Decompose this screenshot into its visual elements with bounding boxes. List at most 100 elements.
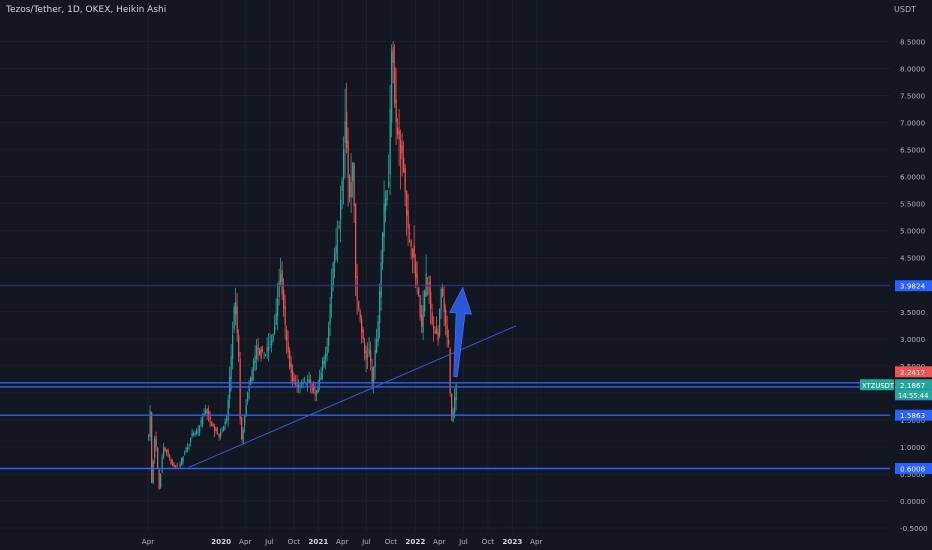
candle-body [317, 386, 319, 393]
symbol-tag-box [860, 379, 894, 391]
x-tick-label: Apr [142, 537, 154, 546]
y-tick-label: 8.5000 [900, 38, 926, 47]
candle-body [277, 299, 279, 316]
candle-body [434, 329, 436, 334]
candle-body [431, 312, 433, 324]
candle-body [316, 390, 318, 395]
candle-body [170, 459, 172, 464]
candle-body [250, 377, 252, 385]
candle-body [302, 383, 304, 385]
candle-body [451, 393, 453, 417]
candle-body [227, 400, 229, 421]
trendline-segment [188, 325, 517, 468]
x-tick-label: Jul [361, 537, 371, 546]
projection-arrow[interactable] [449, 286, 472, 378]
candle-body [371, 366, 373, 384]
candle-body [388, 182, 390, 186]
candle-body [392, 47, 394, 63]
candle-body [370, 350, 372, 363]
x-tick-label: Oct [482, 537, 495, 546]
candle-body [310, 380, 312, 384]
candle-body [352, 162, 354, 182]
candle-body [239, 358, 241, 419]
y-tick-label: 7.0000 [900, 119, 926, 128]
price-label-text: 2.2417 [900, 368, 925, 377]
candle-body [193, 433, 195, 436]
candle-body [346, 111, 348, 148]
candle-body [337, 240, 339, 242]
countdown-text: 14:55:44 [898, 392, 929, 400]
candle-body [344, 121, 346, 144]
price-label-box [895, 379, 932, 391]
candle-body [229, 376, 231, 400]
candle-body [196, 430, 198, 435]
candle-body [442, 288, 444, 297]
candle-body [181, 458, 183, 465]
symbol-tag-text: XTZUSDT [862, 382, 895, 390]
candle-body [341, 180, 343, 191]
candle-body [220, 432, 222, 437]
candle-body [419, 295, 421, 318]
candle-body [268, 346, 270, 351]
y-tick-label: 6.0000 [900, 173, 926, 182]
candle-body [175, 466, 177, 468]
y-tick-label: 5.0000 [900, 227, 926, 236]
candle-body [191, 433, 193, 436]
candle-body [266, 347, 268, 352]
candle-body [403, 157, 405, 173]
trendline[interactable] [188, 325, 517, 468]
candle-body [314, 391, 316, 395]
candle-body [404, 168, 406, 193]
candle-body [433, 325, 435, 329]
candle-body [184, 454, 186, 456]
x-tick-label: Oct [288, 537, 301, 546]
y-tick-label: 3.0000 [900, 335, 926, 344]
candle-body [238, 334, 240, 358]
candle-body [407, 210, 409, 229]
time-axis[interactable]: Apr 2020 Apr Jul Oct 2021 Apr Jul Oct 2022 Apr Jul O… [142, 537, 543, 546]
candle-body [397, 127, 399, 135]
candle-body [212, 424, 214, 427]
candle-body [368, 349, 370, 355]
candle-body [389, 108, 391, 175]
candle-body [365, 350, 367, 360]
candle-body [400, 140, 402, 160]
candle-body [437, 332, 439, 341]
candle-body [421, 314, 423, 327]
candle-body [449, 349, 451, 394]
candle-body [202, 417, 204, 424]
candle-body [319, 377, 321, 385]
candle-body [167, 450, 169, 456]
price-label-text: 0.6008 [900, 464, 926, 473]
horizontal-lines [0, 285, 890, 470]
candle-body [226, 419, 228, 422]
candle-body [416, 273, 418, 285]
y-tick-label: 5.5000 [900, 200, 926, 209]
candle-body [445, 309, 447, 325]
candle-body [380, 262, 382, 297]
candle-body [358, 300, 360, 310]
candle-body [190, 437, 192, 442]
candle-body [415, 261, 417, 279]
candle-body [290, 363, 292, 373]
candle-body [215, 429, 217, 432]
candle-body [308, 379, 310, 383]
x-tick-label: Apr [239, 537, 251, 546]
candle-body [211, 421, 213, 426]
candle-body [443, 297, 445, 313]
candle-body [364, 343, 366, 354]
candle-body [362, 329, 364, 340]
candle-body [172, 461, 174, 466]
candle-body [232, 335, 234, 359]
candle-body [257, 347, 259, 350]
candle-body [340, 200, 342, 220]
x-tick-label: Oct [385, 537, 398, 546]
candle-body [253, 360, 255, 370]
candle-body [409, 232, 411, 235]
chart-title: Tezos/Tether, 1D, OKEX, Heikin Ashi [6, 5, 167, 15]
y-tick-label: 0.0000 [900, 497, 926, 506]
candle-body [254, 355, 256, 363]
candle-body [244, 416, 246, 426]
